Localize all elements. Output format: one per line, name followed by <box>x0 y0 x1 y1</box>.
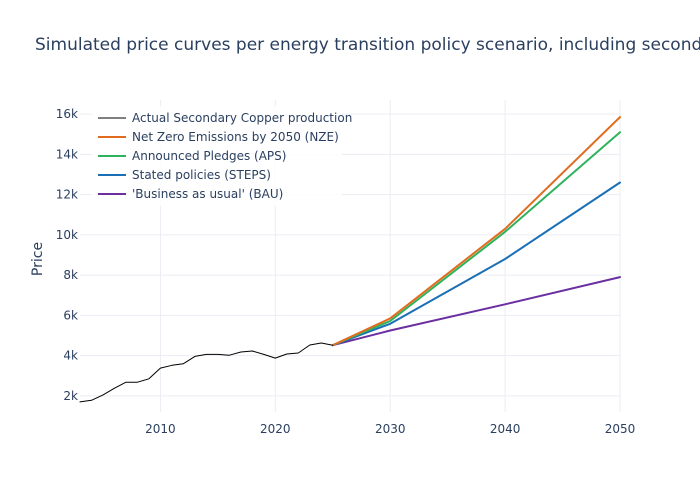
y-tick-label: 12k <box>56 188 78 202</box>
chart-title: Simulated price curves per energy transi… <box>35 35 700 55</box>
series-line-4 <box>331 276 621 347</box>
x-tick-label: 2040 <box>490 422 521 436</box>
series-line-1 <box>331 116 621 347</box>
legend-label: Announced Pledges (APS) <box>132 149 286 163</box>
x-tick-label: 2030 <box>375 422 406 436</box>
legend-item[interactable]: Actual Secondary Copper production <box>98 111 352 125</box>
series-lines <box>79 116 621 403</box>
legend-item[interactable]: Net Zero Emissions by 2050 (NZE) <box>98 130 339 144</box>
legend-label: Net Zero Emissions by 2050 (NZE) <box>132 130 339 144</box>
legend-label: Actual Secondary Copper production <box>132 111 352 125</box>
axis-ticks: 2k 4k 6k 8k 10k 12k 14k 16k 2010 2020 2030 2040 2050 <box>56 107 635 436</box>
series-line-2 <box>331 131 621 347</box>
series-line-0 <box>79 342 334 403</box>
x-tick-label: 2020 <box>260 422 291 436</box>
series-line-3 <box>331 181 621 347</box>
legend-item[interactable]: Announced Pledges (APS) <box>98 149 286 163</box>
legend-item[interactable]: 'Business as usual' (BAU) <box>98 187 283 201</box>
y-tick-label: 4k <box>63 349 78 363</box>
y-tick-label: 16k <box>56 107 78 121</box>
legend-label: Stated policies (STEPS) <box>132 168 271 182</box>
x-tick-label: 2010 <box>145 422 176 436</box>
y-tick-label: 2k <box>63 389 78 403</box>
y-tick-label: 14k <box>56 147 78 161</box>
legend-background <box>92 106 342 206</box>
legend[interactable]: Actual Secondary Copper production Net Ze… <box>92 106 352 206</box>
y-axis-label: Price <box>30 242 46 276</box>
y-tick-label: 6k <box>63 308 78 322</box>
x-tick-label: 2050 <box>605 422 636 436</box>
legend-item[interactable]: Stated policies (STEPS) <box>98 168 271 182</box>
y-tick-label: 10k <box>56 228 78 242</box>
y-tick-label: 8k <box>63 268 78 282</box>
legend-label: 'Business as usual' (BAU) <box>132 187 283 201</box>
